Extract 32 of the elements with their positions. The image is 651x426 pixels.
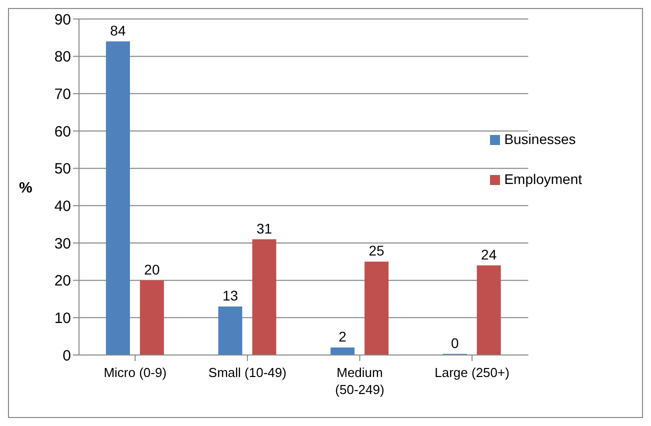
y-tick-label: 80 bbox=[54, 48, 71, 66]
y-tick-label: 40 bbox=[54, 198, 71, 215]
data-label: 0 bbox=[450, 334, 459, 351]
x-tick-label: Medium (50-249) bbox=[335, 365, 384, 397]
bar bbox=[252, 239, 276, 355]
y-tick-label: 90 bbox=[54, 11, 71, 28]
data-label: 84 bbox=[110, 22, 126, 38]
y-axis-title: % bbox=[19, 179, 32, 196]
y-tick-label: 60 bbox=[54, 123, 71, 140]
bar bbox=[364, 262, 389, 355]
bar bbox=[218, 306, 242, 355]
x-tick-label: Large (250+) bbox=[434, 365, 510, 380]
y-tick-label: 50 bbox=[54, 160, 71, 178]
bar bbox=[330, 348, 355, 355]
y-tick-label: 0 bbox=[62, 347, 71, 364]
data-label: 31 bbox=[256, 220, 272, 236]
bar bbox=[106, 41, 130, 355]
y-tick-label: 10 bbox=[54, 310, 71, 327]
y-tick-label: 20 bbox=[54, 272, 71, 290]
bar bbox=[476, 265, 501, 355]
y-tick-label: 70 bbox=[54, 86, 71, 103]
data-label: 13 bbox=[222, 287, 238, 304]
bar bbox=[140, 280, 164, 355]
data-label: 20 bbox=[144, 261, 160, 278]
data-label: 2 bbox=[338, 328, 347, 345]
x-tick-label: Micro (0-9) bbox=[104, 365, 167, 380]
y-tick-label: 30 bbox=[54, 235, 71, 252]
data-label: 25 bbox=[368, 242, 385, 259]
x-tick-label: Small (10-49) bbox=[208, 365, 286, 380]
data-label: 24 bbox=[481, 246, 497, 262]
legend-label: Employment bbox=[504, 171, 582, 187]
legend-label: Businesses bbox=[504, 131, 576, 147]
